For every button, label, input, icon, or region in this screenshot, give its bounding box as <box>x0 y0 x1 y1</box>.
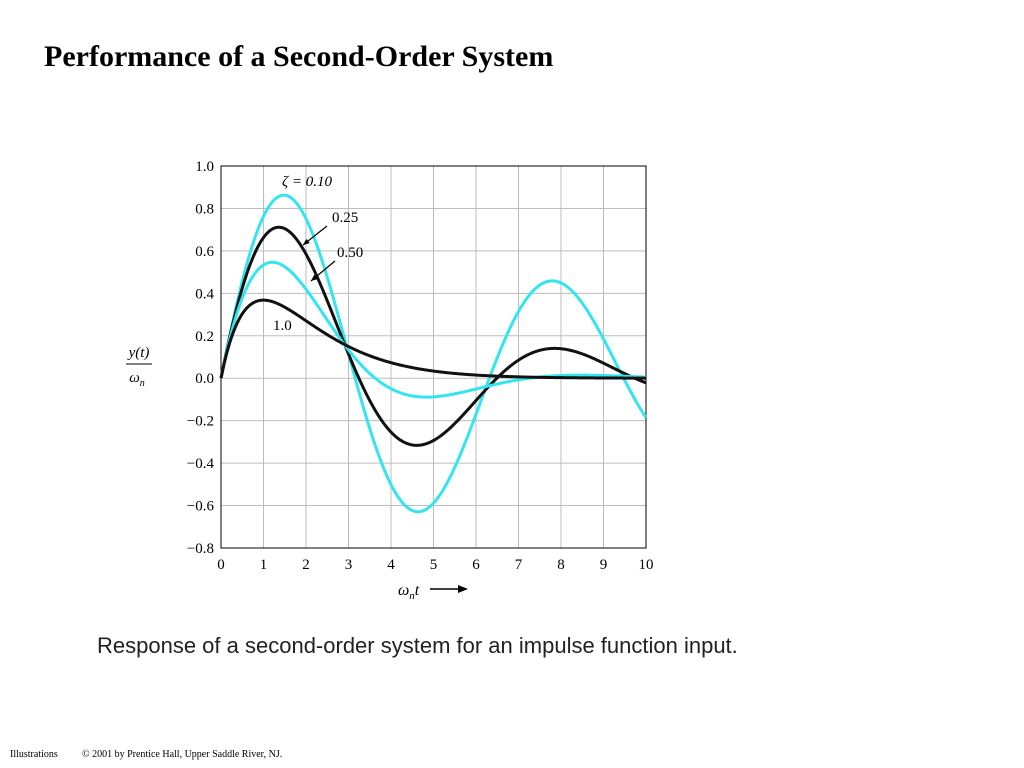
y-tick-label: 0.4 <box>195 286 214 302</box>
y-tick-label: −0.2 <box>187 414 214 430</box>
x-tick-label: 4 <box>387 557 395 573</box>
x-tick-label: 5 <box>430 557 438 573</box>
x-tick-label: 0 <box>217 557 225 573</box>
y-tick-label: 0.0 <box>195 371 214 387</box>
y-tick-label: −0.8 <box>187 541 214 557</box>
chart-grid <box>220 165 647 549</box>
x-tick-label: 6 <box>472 557 480 573</box>
x-tick-label: 1 <box>260 557 268 573</box>
x-tick-label: 9 <box>600 557 608 573</box>
copyright-notice: © 2001 by Prentice Hall, Upper Saddle Ri… <box>82 749 283 760</box>
series-label-zeta-025: 0.25 <box>332 210 358 226</box>
series-line <box>219 193 648 514</box>
pointer-zeta-025-head <box>303 238 310 245</box>
series-label-zeta-050: 0.50 <box>337 245 363 261</box>
series-line <box>219 298 647 380</box>
chart-series <box>219 193 648 514</box>
y-tick-label: 0.2 <box>195 329 214 345</box>
x-tick-label: 8 <box>557 557 565 573</box>
figure-caption: Response of a second-order system for an… <box>97 633 738 658</box>
y-tick-label: −0.4 <box>187 456 215 472</box>
chart-annotations: ζ = 0.10 0.25 0.50 1.0 <box>273 174 363 334</box>
x-tick-label: 2 <box>302 557 310 573</box>
y-axis-label-numerator: y(t) <box>127 345 150 361</box>
series-label-zeta-100: 1.0 <box>273 318 292 334</box>
slide-title: Performance of a Second-Order System <box>44 40 554 73</box>
series-line <box>219 260 647 399</box>
chart-axes: 0 1 2 3 4 5 6 7 8 9 10 1.0 0.8 0.6 0.4 0.2 0.0 −0.2 −0.4 −0… <box>126 159 654 602</box>
y-tick-label: 1.0 <box>195 159 214 175</box>
x-tick-label: 3 <box>345 557 353 573</box>
impulse-response-chart: 0 1 2 3 4 5 6 7 8 9 10 1.0 0.8 0.6 0.4 0.2 0.0 −0.2 −0.4 −0… <box>126 159 654 602</box>
x-tick-label: 7 <box>515 557 523 573</box>
plot-frame <box>220 165 647 549</box>
y-tick-label: −0.6 <box>187 499 215 515</box>
y-axis-label-denominator: ωn <box>129 370 145 389</box>
x-axis-label: ωnt <box>398 582 420 602</box>
series-label-zeta-010: ζ = 0.10 <box>282 174 332 190</box>
pointer-zeta-050-head <box>311 274 318 281</box>
y-tick-label: 0.8 <box>195 201 214 217</box>
x-axis-arrowhead <box>458 585 468 593</box>
y-tick-label: 0.6 <box>195 244 214 260</box>
series-line <box>219 225 647 447</box>
x-tick-label: 10 <box>639 557 654 573</box>
footer-label: Illustrations <box>10 749 58 760</box>
